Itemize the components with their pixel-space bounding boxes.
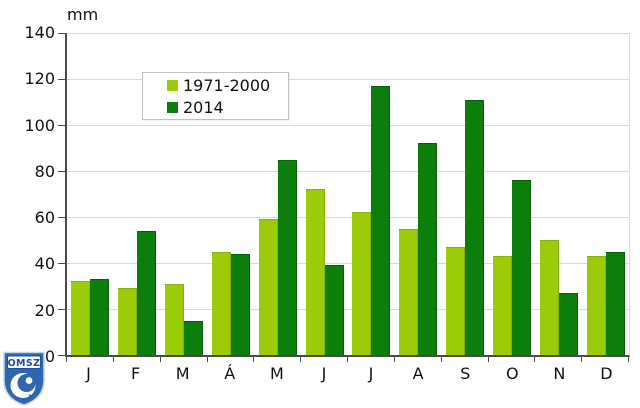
y-axis-label-120: 120	[24, 69, 55, 89]
bar-1971-2000-month-3	[165, 283, 185, 355]
bar-1971-2000-month-9	[446, 246, 466, 355]
x-axis-label-1-J: J	[86, 364, 91, 383]
gridline-20	[67, 309, 629, 311]
omsz-logo: OMSZ	[3, 351, 45, 406]
bar-2014-month-8	[418, 143, 438, 355]
bar-2014-month-3	[184, 320, 204, 355]
gridline-60	[67, 217, 629, 218]
y-tick-60	[58, 217, 65, 218]
bar-group-8-A	[395, 33, 442, 355]
bar-1971-2000-month-4	[211, 251, 231, 355]
x-axis-label-4-Á: Á	[224, 364, 236, 383]
bar-1971-2000-month-6	[305, 189, 325, 355]
bar-group-6-J	[301, 33, 348, 355]
bar-1971-2000-month-10	[492, 256, 512, 355]
x-axis-label-6-J: J	[321, 364, 327, 383]
y-axis-label-0: 0	[44, 347, 55, 366]
y-axis-label-140: 140	[24, 23, 55, 42]
legend-entry-2014: 2014	[167, 98, 288, 117]
legend-swatch-2014	[167, 101, 178, 113]
x-tick-0	[66, 357, 67, 362]
logo-text-omsz: OMSZ	[8, 358, 41, 369]
bar-group-2-F	[114, 33, 161, 355]
gridline-80	[67, 171, 629, 173]
bar-1971-2000-month-12	[586, 256, 606, 355]
bar-2014-month-4	[230, 253, 250, 355]
x-tick-11	[581, 357, 583, 362]
x-axis-label-11-N: N	[553, 364, 566, 383]
y-tick-140	[58, 33, 65, 34]
y-axis-label-20: 20	[34, 300, 55, 320]
gridline-120	[67, 79, 629, 80]
x-axis-label-2-F: F	[131, 364, 141, 383]
y-tick-0	[58, 355, 65, 356]
bar-2014-month-9	[465, 99, 485, 355]
x-tick-2	[159, 357, 161, 362]
bar-2014-month-5	[277, 159, 297, 355]
bar-group-11-N	[535, 33, 582, 355]
bar-1971-2000-month-8	[399, 228, 419, 355]
y-tick-100	[58, 125, 65, 126]
x-tick-8	[440, 357, 442, 362]
bar-1971-2000-month-2	[118, 288, 138, 355]
x-axis-label-5-M: M	[269, 364, 284, 383]
bar-2014-month-11	[558, 292, 578, 355]
legend-label-1971-2000: 1971-2000	[183, 75, 271, 95]
bar-2014-month-2	[137, 230, 157, 355]
bar-group-10-O	[488, 33, 535, 355]
y-tick-120	[58, 79, 65, 80]
gridline-100	[67, 125, 629, 126]
bar-1971-2000-month-5	[258, 219, 278, 355]
y-tick-20	[58, 309, 65, 311]
y-axis-label-40: 40	[34, 254, 55, 274]
bar-group-4-Á	[207, 33, 254, 355]
bar-2014-month-12	[605, 251, 625, 355]
legend-entry-1971-2000: 1971-2000	[167, 76, 288, 95]
gridline-40	[67, 263, 629, 265]
x-axis-label-12-D: D	[600, 364, 613, 383]
y-axis-label-60: 60	[34, 208, 55, 228]
x-tick-10	[534, 357, 536, 362]
x-axis-label-10-O: O	[505, 364, 519, 383]
legend-swatch-1971-2000	[167, 79, 178, 91]
x-axis-label-8-A: A	[412, 364, 424, 383]
y-tick-80	[58, 171, 65, 173]
x-tick-1	[112, 357, 114, 362]
x-axis-label-3-M: M	[175, 364, 190, 383]
bar-series	[67, 33, 629, 355]
gridline-140	[67, 33, 629, 34]
x-tick-7	[393, 357, 395, 362]
x-tick-3	[206, 357, 208, 362]
legend-label-2014: 2014	[183, 97, 224, 117]
bar-group-1-J	[67, 33, 114, 355]
bar-group-9-S	[442, 33, 489, 355]
legend: 1971-2000 2014	[142, 72, 289, 120]
x-tick-4	[253, 357, 255, 362]
x-tick-12	[628, 357, 629, 362]
y-axis-unit-label: mm	[67, 5, 99, 24]
bar-2014-month-1	[90, 279, 110, 355]
bar-2014-month-6	[324, 265, 344, 355]
x-tick-9	[487, 357, 489, 362]
bar-1971-2000-month-7	[352, 212, 372, 355]
y-tick-40	[58, 263, 65, 265]
bar-1971-2000-month-1	[71, 281, 91, 355]
x-axis-label-9-S: S	[460, 364, 471, 383]
plot-area: 1971-2000 2014	[58, 33, 630, 362]
bar-group-7-J	[348, 33, 395, 355]
bar-group-3-M	[161, 33, 208, 355]
x-tick-6	[347, 357, 348, 362]
y-axis-label-100: 100	[24, 115, 55, 135]
y-axis-label-80: 80	[34, 161, 55, 181]
bar-group-5-M	[254, 33, 301, 355]
bar-2014-month-7	[371, 85, 391, 355]
bar-1971-2000-month-11	[539, 240, 559, 355]
x-axis-label-7-J: J	[368, 364, 374, 383]
bar-group-12-D	[582, 33, 629, 355]
bar-2014-month-10	[511, 180, 531, 355]
x-tick-5	[300, 357, 302, 362]
